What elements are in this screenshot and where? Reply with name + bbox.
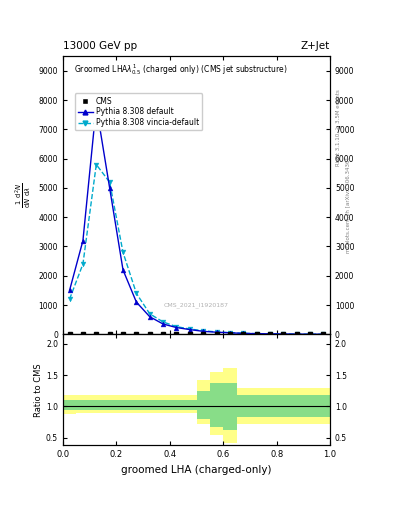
X-axis label: groomed LHA (charged-only): groomed LHA (charged-only) [121,465,272,475]
Legend: CMS, Pythia 8.308 default, Pythia 8.308 vincia-default: CMS, Pythia 8.308 default, Pythia 8.308 … [75,94,202,131]
Text: 13000 GeV pp: 13000 GeV pp [63,41,137,51]
Text: mcplots.cern.ch [arXiv:1306.3436]: mcplots.cern.ch [arXiv:1306.3436] [346,157,351,252]
Y-axis label: Ratio to CMS: Ratio to CMS [34,363,43,417]
Text: Groomed LHA$\lambda^1_{0.5}$ (charged only) (CMS jet substructure): Groomed LHA$\lambda^1_{0.5}$ (charged on… [73,62,287,77]
Text: Rivet 3.1.10, ≥ 3.5M events: Rivet 3.1.10, ≥ 3.5M events [336,90,341,166]
Text: Z+Jet: Z+Jet [301,41,330,51]
Text: CMS_2021_I1920187: CMS_2021_I1920187 [164,303,229,308]
Y-axis label: $\frac{1}{\mathrm{d}N}\frac{\mathrm{d}^2N}{\mathrm{d}\lambda}$: $\frac{1}{\mathrm{d}N}\frac{\mathrm{d}^2… [13,183,33,208]
